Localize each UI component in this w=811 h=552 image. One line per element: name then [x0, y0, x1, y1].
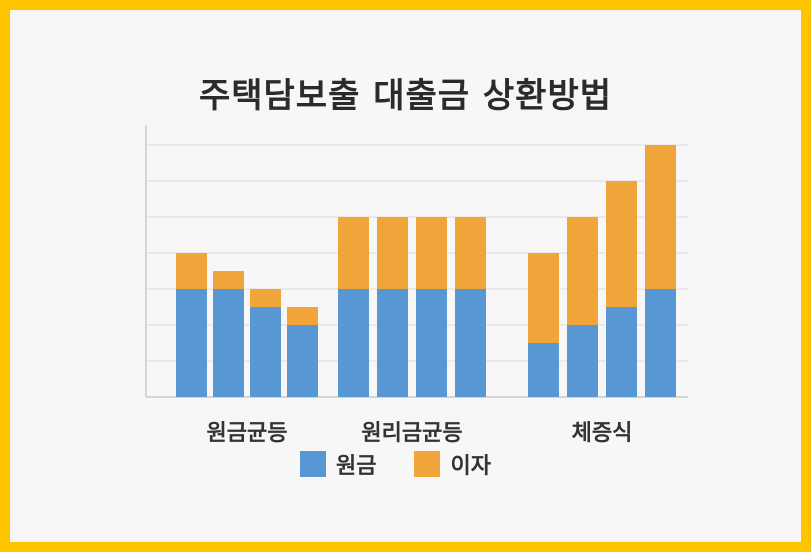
legend-swatch-principal: [300, 451, 326, 477]
bar-principal: [455, 289, 486, 397]
legend: 원금 이자: [300, 448, 529, 480]
bar-interest: [567, 217, 598, 325]
category-label: 체증식: [572, 421, 633, 446]
bar-principal: [606, 307, 637, 397]
bar-interest: [416, 217, 447, 289]
bar-interest: [645, 145, 676, 289]
bar-principal: [528, 343, 559, 397]
bar-interest: [455, 217, 486, 289]
bar-principal: [213, 289, 244, 397]
legend-item-principal: 원금: [300, 448, 376, 480]
legend-item-interest: 이자: [414, 448, 491, 480]
bar-interest: [176, 253, 207, 289]
bar-principal: [338, 289, 369, 397]
bar-interest: [287, 307, 318, 325]
bar-interest: [377, 217, 408, 289]
bar-principal: [377, 289, 408, 397]
bar-principal: [567, 325, 598, 397]
category-label: 원리금균등: [361, 421, 462, 446]
legend-swatch-interest: [414, 451, 441, 477]
bar-principal: [250, 307, 281, 397]
bar-interest: [606, 181, 637, 307]
bar-interest: [250, 289, 281, 307]
bar-interest: [528, 253, 559, 343]
bar-interest: [213, 271, 244, 289]
bar-principal: [287, 325, 318, 397]
chart-title: 주택담보출 대출금 상환방법: [198, 76, 613, 116]
bar-principal: [645, 289, 676, 397]
bar-interest: [338, 217, 369, 289]
legend-label-interest: 이자: [450, 454, 491, 479]
bar-principal: [416, 289, 447, 397]
bar-principal: [176, 289, 207, 397]
category-label: 원금균등: [207, 421, 288, 446]
legend-label-principal: 원금: [336, 454, 377, 479]
